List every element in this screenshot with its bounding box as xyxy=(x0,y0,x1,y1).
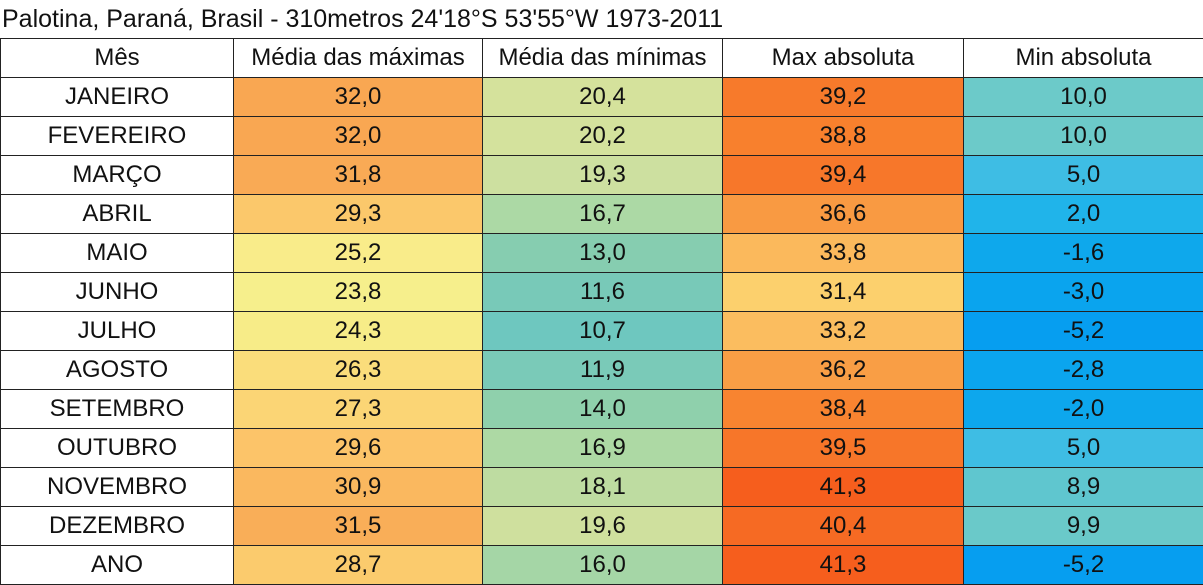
value-cell: 38,8 xyxy=(723,117,964,156)
value-cell: 26,3 xyxy=(234,351,483,390)
value-cell: 29,3 xyxy=(234,195,483,234)
header-cell: Max absoluta xyxy=(723,39,964,78)
value-cell: 25,2 xyxy=(234,234,483,273)
value-cell: 19,3 xyxy=(483,156,723,195)
value-cell: 39,2 xyxy=(723,78,964,117)
value-cell: 38,4 xyxy=(723,390,964,429)
value-cell: 20,4 xyxy=(483,78,723,117)
month-cell: MAIO xyxy=(1,234,234,273)
value-cell: 36,2 xyxy=(723,351,964,390)
month-cell: DEZEMBRO xyxy=(1,507,234,546)
header-cell: Mês xyxy=(1,39,234,78)
value-cell: 39,5 xyxy=(723,429,964,468)
value-cell: 13,0 xyxy=(483,234,723,273)
value-cell: -2,0 xyxy=(964,390,1203,429)
value-cell: 5,0 xyxy=(964,156,1203,195)
header-cell: Min absoluta xyxy=(964,39,1203,78)
month-cell: ANO xyxy=(1,546,234,585)
value-cell: 33,8 xyxy=(723,234,964,273)
value-cell: 32,0 xyxy=(234,78,483,117)
value-cell: 2,0 xyxy=(964,195,1203,234)
value-cell: 36,6 xyxy=(723,195,964,234)
value-cell: 24,3 xyxy=(234,312,483,351)
value-cell: 31,8 xyxy=(234,156,483,195)
value-cell: 39,4 xyxy=(723,156,964,195)
value-cell: 33,2 xyxy=(723,312,964,351)
header-cell: Média das máximas xyxy=(234,39,483,78)
value-cell: 9,9 xyxy=(964,507,1203,546)
month-cell: JANEIRO xyxy=(1,78,234,117)
value-cell: 19,6 xyxy=(483,507,723,546)
value-cell: 29,6 xyxy=(234,429,483,468)
value-cell: -5,2 xyxy=(964,546,1203,585)
month-cell: MARÇO xyxy=(1,156,234,195)
value-cell: 10,0 xyxy=(964,117,1203,156)
month-cell: FEVEREIRO xyxy=(1,117,234,156)
value-cell: 18,1 xyxy=(483,468,723,507)
value-cell: 41,3 xyxy=(723,546,964,585)
value-cell: 10,0 xyxy=(964,78,1203,117)
value-cell: 31,4 xyxy=(723,273,964,312)
value-cell: 30,9 xyxy=(234,468,483,507)
value-cell: 23,8 xyxy=(234,273,483,312)
value-cell: 5,0 xyxy=(964,429,1203,468)
value-cell: -1,6 xyxy=(964,234,1203,273)
month-cell: ABRIL xyxy=(1,195,234,234)
value-cell: 16,0 xyxy=(483,546,723,585)
value-cell: -2,8 xyxy=(964,351,1203,390)
value-cell: -5,2 xyxy=(964,312,1203,351)
value-cell: -3,0 xyxy=(964,273,1203,312)
value-cell: 8,9 xyxy=(964,468,1203,507)
month-cell: NOVEMBRO xyxy=(1,468,234,507)
value-cell: 16,7 xyxy=(483,195,723,234)
value-cell: 28,7 xyxy=(234,546,483,585)
value-cell: 10,7 xyxy=(483,312,723,351)
month-cell: AGOSTO xyxy=(1,351,234,390)
table-title: Palotina, Paraná, Brasil - 310metros 24'… xyxy=(0,0,1203,38)
value-cell: 11,6 xyxy=(483,273,723,312)
month-cell: JULHO xyxy=(1,312,234,351)
value-cell: 16,9 xyxy=(483,429,723,468)
month-cell: SETEMBRO xyxy=(1,390,234,429)
value-cell: 14,0 xyxy=(483,390,723,429)
value-cell: 40,4 xyxy=(723,507,964,546)
header-cell: Média das mínimas xyxy=(483,39,723,78)
value-cell: 27,3 xyxy=(234,390,483,429)
value-cell: 32,0 xyxy=(234,117,483,156)
value-cell: 41,3 xyxy=(723,468,964,507)
value-cell: 11,9 xyxy=(483,351,723,390)
month-cell: JUNHO xyxy=(1,273,234,312)
value-cell: 20,2 xyxy=(483,117,723,156)
value-cell: 31,5 xyxy=(234,507,483,546)
month-cell: OUTUBRO xyxy=(1,429,234,468)
